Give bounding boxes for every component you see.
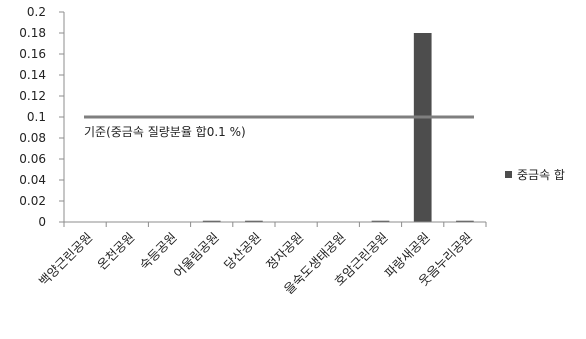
- bar: [202, 220, 221, 222]
- y-tick-label: 0.18: [19, 26, 46, 40]
- y-tick-label: 0: [38, 215, 46, 229]
- x-tick-label: 온천공원: [94, 230, 137, 273]
- legend-label: 중금속 합: [517, 168, 565, 182]
- y-tick-label: 0.02: [19, 194, 46, 208]
- y-tick-label: 0.16: [19, 47, 46, 61]
- x-tick-label: 백양근린공원: [36, 230, 95, 289]
- bar: [456, 220, 474, 222]
- y-tick-label: 0.08: [19, 131, 46, 145]
- reference-line-label: 기준(중금속 질량분율 합0.1 %): [84, 125, 246, 139]
- bar: [413, 33, 432, 222]
- y-tick-label: 0.12: [19, 89, 46, 103]
- legend-swatch: [505, 171, 512, 178]
- bar: [371, 220, 390, 222]
- y-tick-label: 0.06: [19, 152, 46, 166]
- legend: 중금속 합: [505, 168, 565, 182]
- y-tick-label: 0.2: [27, 5, 46, 19]
- x-tick-label: 당산공원: [221, 230, 264, 273]
- y-axis: 0 0.02 0.04 0.06 0.08 0.1 0.12 0.14 0.16 0.18 0.2: [19, 5, 65, 229]
- bar: [245, 220, 263, 222]
- y-tick-label: 0.14: [19, 68, 46, 82]
- y-tick-label: 0.1: [27, 110, 46, 124]
- x-tick-label: 숙등공원: [136, 230, 179, 273]
- x-tick-label: 어울림공원: [171, 230, 222, 281]
- x-tick-label: 정자공원: [263, 230, 306, 273]
- y-tick-label: 0.04: [19, 173, 46, 187]
- bars: [202, 33, 474, 222]
- reference-line-group: 기준(중금속 질량분율 합0.1 %): [84, 115, 474, 139]
